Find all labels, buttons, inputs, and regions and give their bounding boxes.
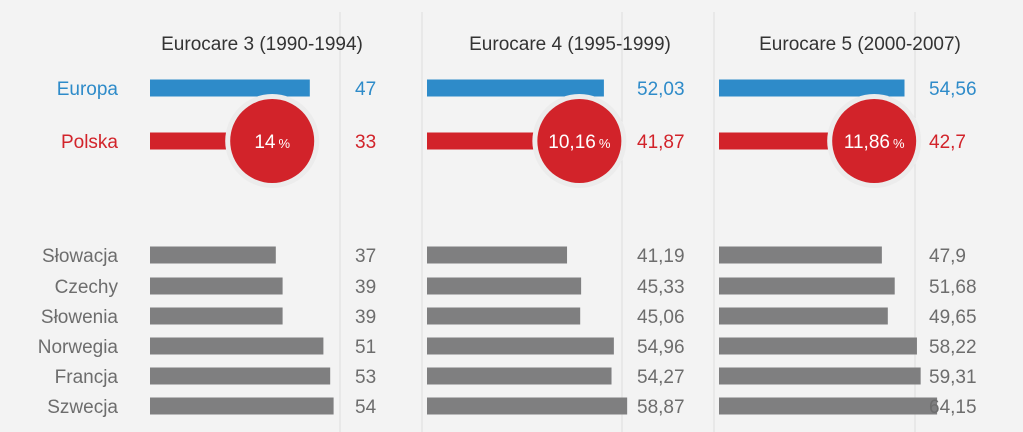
value-label: 45,33 — [637, 277, 685, 298]
value-label: 49,65 — [929, 307, 977, 328]
difference-circle — [832, 99, 917, 183]
bar-country — [719, 337, 917, 355]
category-label: Szwecja — [47, 397, 118, 418]
bar-country — [427, 246, 568, 264]
bar-country — [427, 307, 581, 325]
value-label: 54,56 — [929, 79, 977, 100]
bar-country — [719, 277, 895, 295]
difference-unit: % — [278, 136, 290, 151]
series-header: Eurocare 5 (2000-2007) — [759, 34, 961, 55]
bar-country — [427, 277, 582, 295]
bar-country — [150, 307, 283, 325]
value-label: 41,87 — [637, 132, 685, 153]
value-label: 33 — [355, 132, 376, 153]
difference-label: 14% — [254, 132, 290, 153]
difference-value: 11,86 — [844, 132, 890, 153]
value-label: 54,27 — [637, 367, 685, 388]
bar-country — [719, 246, 882, 264]
bar-country — [150, 337, 324, 355]
difference-circle — [537, 99, 622, 183]
value-label: 58,22 — [929, 337, 977, 358]
bar-country — [427, 367, 612, 385]
series-header: Eurocare 3 (1990-1994) — [161, 34, 363, 55]
bar-country — [719, 397, 938, 415]
value-label: 59,31 — [929, 367, 977, 388]
bar-country — [150, 277, 283, 295]
bar-country — [719, 307, 888, 325]
value-label: 47,9 — [929, 246, 966, 267]
value-label: 41,19 — [637, 246, 685, 267]
value-label: 51 — [355, 337, 376, 358]
value-label: 54,96 — [637, 337, 685, 358]
bar-europe — [719, 79, 905, 97]
difference-value: 14 — [254, 132, 276, 153]
value-label: 47 — [355, 79, 376, 100]
bar-country — [150, 367, 331, 385]
category-label: Słowacja — [42, 246, 118, 267]
value-label: 54 — [355, 397, 377, 418]
difference-circle — [230, 99, 315, 183]
value-label: 45,06 — [637, 307, 685, 328]
category-label: Słowenia — [41, 307, 119, 328]
bar-country — [150, 397, 334, 415]
category-label: Europa — [57, 79, 119, 100]
category-label: Czechy — [55, 277, 119, 298]
value-label: 39 — [355, 307, 376, 328]
bar-country — [719, 367, 921, 385]
difference-unit: % — [893, 136, 905, 151]
value-label: 53 — [355, 367, 376, 388]
difference-label: 10,16% — [548, 132, 611, 153]
bar-country — [427, 337, 614, 355]
value-label: 58,87 — [637, 397, 685, 418]
category-label: Francja — [55, 367, 119, 388]
category-label: Norwegia — [38, 337, 119, 358]
bar-europe — [427, 79, 604, 97]
value-label: 42,7 — [929, 132, 966, 153]
value-label: 51,68 — [929, 277, 977, 298]
difference-label: 11,86% — [844, 132, 905, 153]
value-label: 52,03 — [637, 79, 685, 100]
bar-europe — [150, 79, 310, 97]
bar-country — [427, 397, 628, 415]
series-header: Eurocare 4 (1995-1999) — [469, 34, 671, 55]
difference-unit: % — [599, 136, 611, 151]
value-label: 64,15 — [929, 397, 977, 418]
value-label: 37 — [355, 246, 376, 267]
bar-country — [150, 246, 276, 264]
category-label: Polska — [61, 132, 118, 153]
value-label: 39 — [355, 277, 376, 298]
difference-value: 10,16 — [548, 132, 596, 153]
